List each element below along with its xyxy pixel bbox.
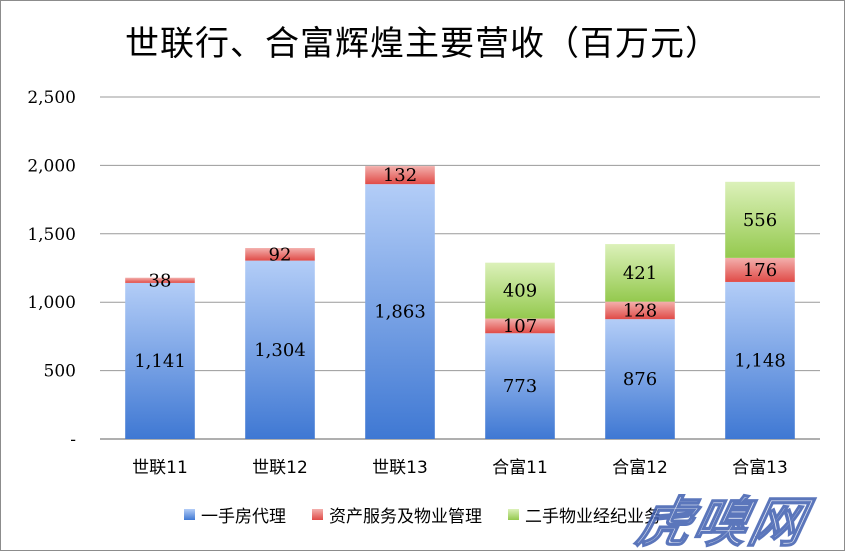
data-label: 92 (269, 244, 292, 265)
grid-lines (100, 96, 820, 440)
data-label: 1,141 (134, 351, 186, 372)
y-tick-label: 1,000 (27, 293, 76, 313)
x-tick-label: 世联13 (372, 458, 428, 478)
bar-segment-asset-services (605, 301, 675, 320)
bar-segment-asset-services (365, 166, 435, 185)
data-labels: 1,141 38 1,304 92 1,863 132 773 107 409 876 128 421… (134, 165, 786, 397)
x-axis: 世联11 世联12 世联13 合富11 合富12 合富13 (132, 458, 788, 478)
y-tick-label: 2,500 (27, 88, 76, 108)
data-label: 132 (383, 165, 417, 186)
y-tick-label: 2,000 (27, 156, 76, 176)
chart-title: 世联行、合富辉煌主要营收（百万元） (125, 24, 720, 64)
bar-segment-asset-services (125, 277, 195, 283)
y-tick-label: 500 (44, 362, 76, 382)
bar-segment-first-hand-agency (725, 281, 795, 439)
legend-item-asset-services: 资产服务及物业管理 (312, 502, 482, 527)
bar-segment-first-hand-agency (125, 282, 195, 439)
legend-swatch-blue (184, 508, 195, 520)
bar-segment-asset-services (725, 257, 795, 282)
bar-segment-asset-services (245, 248, 315, 261)
legend-label: 一手房代理 (201, 506, 286, 527)
data-label: 128 (623, 300, 657, 321)
data-label: 1,304 (254, 340, 306, 361)
data-label: 773 (503, 376, 537, 397)
data-label: 1,863 (374, 302, 426, 323)
legend-item-first-hand-agency: 一手房代理 (184, 502, 286, 527)
x-tick-label: 合富12 (612, 458, 668, 478)
y-tick-label: 1,500 (27, 225, 76, 245)
bar-segment-first-hand-agency (365, 184, 435, 439)
x-tick-label: 合富13 (732, 458, 788, 478)
data-label: 176 (743, 260, 777, 281)
legend-swatch-red (312, 508, 323, 520)
x-tick-label: 合富11 (492, 458, 548, 478)
watermark-logo: 虎嗅网 (631, 490, 814, 555)
bar-segment-second-hand-brokerage (485, 262, 555, 319)
bar-segment-first-hand-agency (245, 260, 315, 439)
bars (125, 166, 795, 439)
data-label: 1,148 (734, 350, 786, 371)
data-label: 556 (743, 210, 777, 231)
x-tick-label: 世联11 (132, 458, 188, 478)
data-label: 107 (503, 316, 537, 337)
legend-label: 二手物业经纪业务 (525, 506, 661, 527)
data-label: 421 (623, 263, 657, 284)
data-label: 876 (623, 369, 657, 390)
legend: 一手房代理 资产服务及物业管理 二手物业经纪业务 (0, 502, 845, 527)
legend-label: 资产服务及物业管理 (329, 506, 482, 527)
y-tick-label: - (70, 430, 76, 450)
bar-segment-first-hand-agency (485, 333, 555, 439)
bar-segment-asset-services (485, 318, 555, 334)
data-label: 409 (503, 281, 537, 302)
data-label: 38 (149, 270, 172, 291)
x-tick-label: 世联12 (252, 458, 308, 478)
bar-segment-second-hand-brokerage (725, 181, 795, 258)
bar-segment-first-hand-agency (605, 319, 675, 439)
y-axis: - 500 1,000 1,500 2,000 2,500 (27, 88, 76, 450)
bar-segment-second-hand-brokerage (605, 244, 675, 302)
legend-swatch-green (508, 508, 519, 520)
legend-item-second-hand-brokerage: 二手物业经纪业务 (508, 502, 661, 527)
